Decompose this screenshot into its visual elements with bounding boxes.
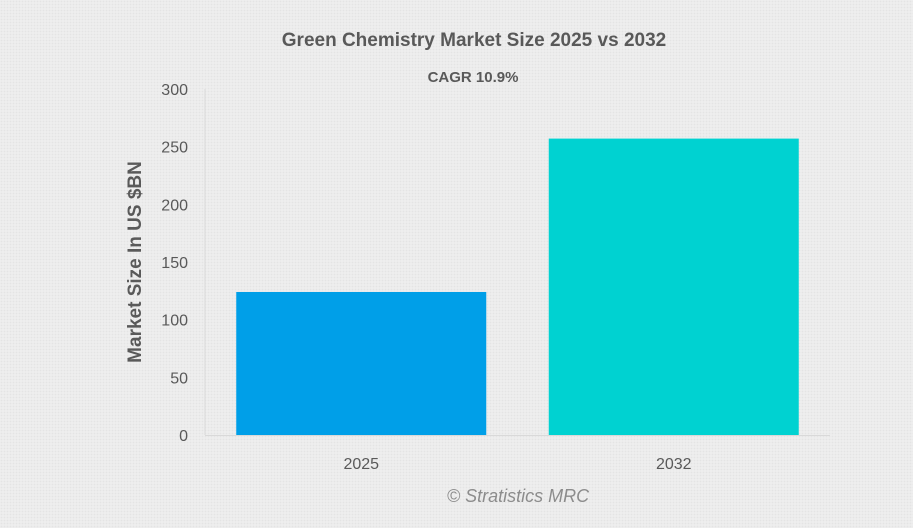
y-tick-label: 300 (161, 82, 188, 99)
y-tick-label: 100 (161, 313, 188, 330)
x-axis: 2025 2032 (205, 435, 830, 473)
x-tick-label: 2025 (343, 456, 379, 473)
bar-2032 (548, 138, 799, 436)
chart-title: Green Chemistry Market Size 2025 vs 2032 (282, 30, 666, 51)
watermark: © Stratistics MRC (447, 486, 590, 506)
x-tick-label: 2032 (656, 456, 692, 473)
bars (236, 138, 799, 436)
y-tick-label: 250 (161, 140, 188, 157)
y-tick-label: 50 (170, 370, 188, 387)
y-axis: 0 50 100 150 200 250 300 (161, 82, 206, 445)
bar-2025 (236, 291, 487, 435)
y-tick-label: 0 (179, 428, 188, 445)
y-tick-label: 150 (161, 255, 188, 272)
y-tick-label: 200 (161, 197, 188, 214)
y-axis-title: Market Size In US $BN (125, 161, 146, 363)
chart-subtitle: CAGR 10.9% (428, 69, 519, 86)
